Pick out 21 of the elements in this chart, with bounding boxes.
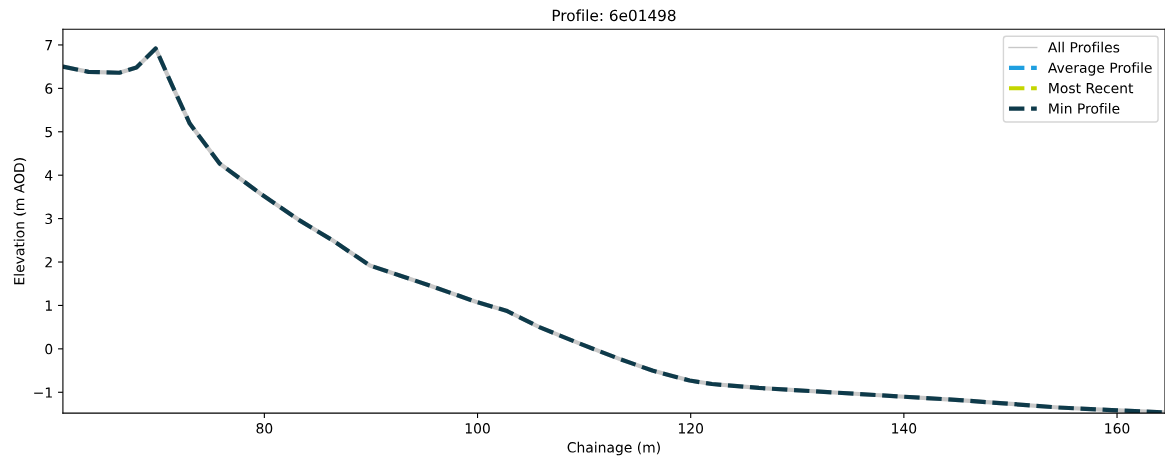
- x-tick-label: 160: [1105, 423, 1130, 434]
- legend-label: Most Recent: [1049, 83, 1134, 94]
- y-tick-label: −1: [34, 387, 52, 398]
- y-tick-label: 7: [45, 40, 52, 51]
- y-axis-title: Elevation (m AOD): [13, 158, 27, 285]
- x-tick-label: 140: [892, 423, 917, 434]
- x-tick-label: 120: [678, 423, 704, 434]
- y-tick-label: 2: [45, 256, 52, 268]
- x-axis-title: Chainage (m): [567, 441, 660, 456]
- y-tick-label: 0: [45, 343, 53, 355]
- y-tick-label: 1: [45, 300, 52, 311]
- legend-label: Min Profile: [1049, 102, 1120, 114]
- x-tick-label: 100: [465, 423, 490, 434]
- y-tick-label: 5: [45, 126, 52, 138]
- chart-title: Profile: 6e01498: [552, 9, 676, 22]
- x-tick-label: 80: [256, 423, 273, 434]
- legend-label: Average Profile: [1047, 62, 1152, 76]
- y-tick-label: 3: [45, 213, 53, 225]
- y-tick-label: 6: [45, 83, 53, 94]
- legend-label: All Profiles: [1047, 41, 1120, 53]
- y-tick-label: 4: [45, 170, 53, 181]
